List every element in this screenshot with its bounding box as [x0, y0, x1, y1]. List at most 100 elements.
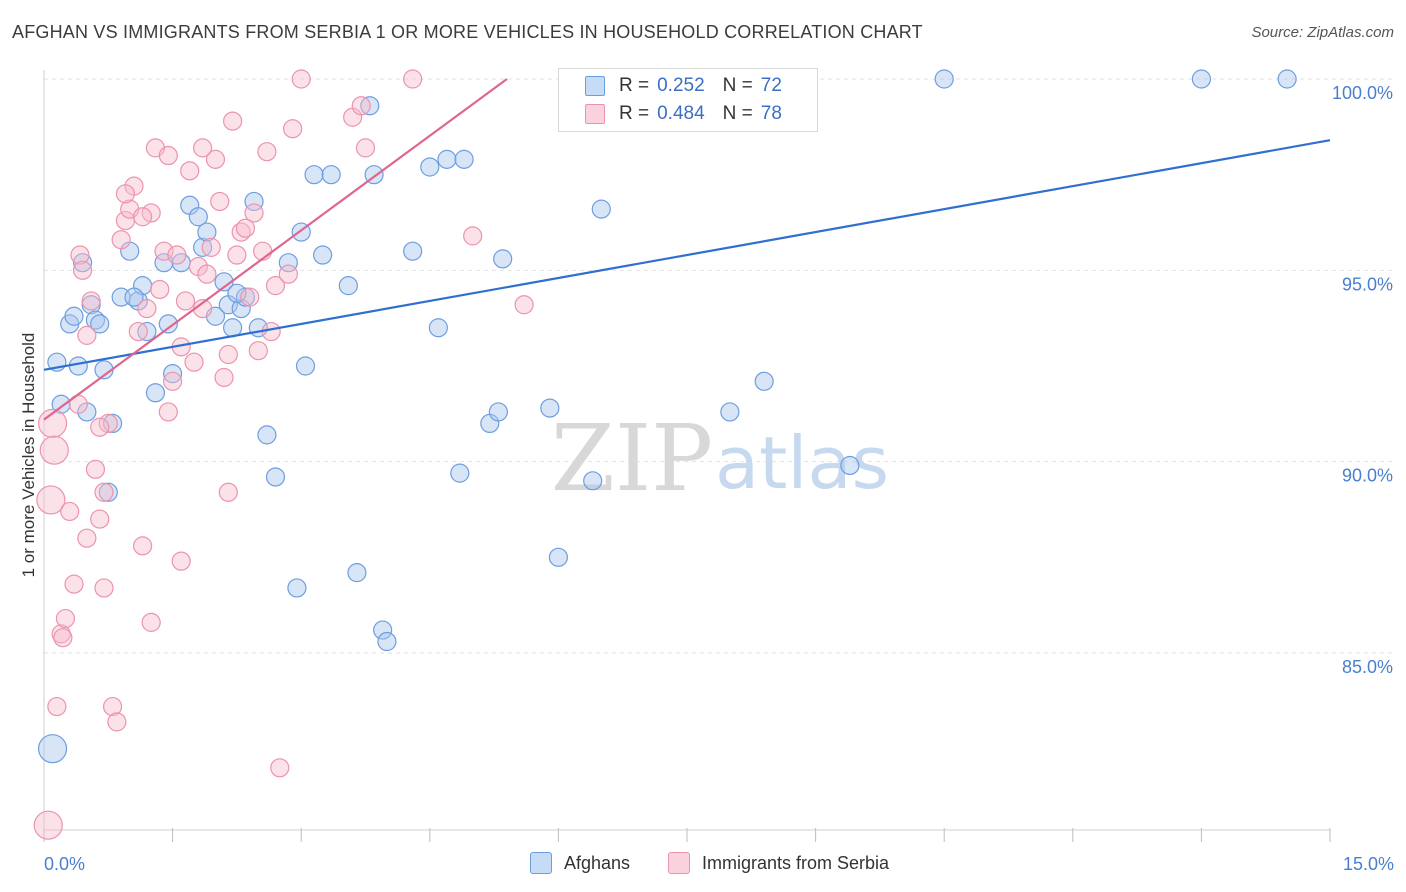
data-point: [304, 165, 324, 185]
data-point: [60, 501, 80, 522]
data-point: [175, 291, 196, 311]
y-tick-label: 90.0%: [1342, 466, 1393, 486]
data-point: [278, 253, 298, 273]
data-point: [437, 149, 457, 169]
data-point: [201, 237, 221, 257]
data-point: [840, 455, 860, 476]
data-point: [218, 482, 238, 502]
data-point: [53, 628, 73, 648]
data-point: [81, 291, 101, 311]
data-point: [338, 276, 358, 296]
data-point: [244, 191, 264, 212]
data-point: [1277, 69, 1297, 89]
data-point: [210, 191, 230, 212]
y-axis-label: 1 or more Vehicles in Household: [19, 333, 38, 578]
data-point: [51, 394, 71, 414]
data-point: [403, 69, 423, 89]
data-point: [128, 321, 148, 342]
chart-title: AFGHAN VS IMMIGRANTS FROM SERBIA 1 OR MO…: [12, 22, 923, 42]
legend-n-value: 78: [760, 103, 782, 124]
data-point: [37, 408, 68, 438]
data-point: [278, 264, 298, 284]
bottom-legend-swatch-pink: [668, 852, 690, 874]
data-point: [47, 696, 67, 717]
bottom-legend-label: Immigrants from Serbia: [702, 852, 890, 873]
data-point: [1191, 69, 1212, 89]
data-point: [132, 207, 153, 227]
watermark-atlas: atlas: [715, 421, 889, 505]
data-point: [420, 157, 440, 177]
x-tick-label: 15.0%: [1343, 854, 1394, 874]
data-point: [583, 471, 603, 491]
data-point: [428, 318, 448, 338]
data-point: [68, 356, 88, 376]
data-point: [70, 245, 90, 265]
data-point: [124, 287, 144, 307]
data-point: [548, 547, 569, 567]
data-point: [167, 245, 187, 265]
legend-r-value: 0.252: [657, 75, 705, 96]
legend-row-serbia: R = 0.484 N = 78: [585, 101, 782, 127]
data-point: [132, 536, 153, 556]
data-point: [141, 612, 161, 632]
data-point: [111, 230, 131, 250]
data-point: [403, 241, 423, 261]
data-point: [214, 367, 234, 388]
data-point: [180, 161, 200, 181]
stats-legend: R = 0.252 N = 72 R = 0.484 N = 78: [558, 68, 818, 132]
legend-r-value: 0.484: [657, 103, 705, 124]
data-point: [193, 138, 213, 158]
data-point: [227, 245, 247, 265]
tick-labels: 100.0% 95.0% 90.0% 85.0% 0.0% 15.0%: [44, 83, 1394, 874]
data-point: [934, 69, 954, 89]
data-point: [257, 142, 277, 162]
data-point: [205, 149, 226, 169]
data-point: [463, 226, 483, 246]
data-point: [377, 631, 397, 652]
data-point: [102, 696, 123, 717]
data-point: [373, 620, 393, 640]
data-point: [257, 425, 277, 445]
data-point: [261, 321, 281, 342]
data-point: [197, 222, 217, 242]
data-point: [107, 712, 127, 732]
data-point: [90, 314, 110, 334]
trendlines: [43, 78, 1331, 421]
series-afghans-points: [37, 69, 1297, 764]
data-point: [102, 413, 123, 433]
data-point: [270, 758, 290, 778]
data-point: [223, 111, 243, 131]
data-point: [150, 279, 170, 300]
bottom-legend-label: Afghans: [564, 852, 631, 873]
y-tick-label: 85.0%: [1342, 657, 1393, 677]
data-point: [540, 398, 560, 418]
watermark-zip: ZIP: [551, 405, 713, 512]
data-point: [77, 325, 97, 345]
data-point: [188, 207, 208, 227]
data-point: [115, 184, 136, 204]
legend-n-label: N =: [722, 75, 753, 96]
y-tick-label: 95.0%: [1342, 274, 1393, 294]
data-point: [94, 578, 114, 598]
data-point: [158, 402, 178, 422]
data-point: [351, 96, 371, 116]
data-point: [36, 485, 66, 515]
data-point: [137, 299, 157, 319]
data-point: [154, 241, 174, 261]
data-point: [197, 264, 217, 284]
data-point: [163, 371, 183, 391]
data-point: [77, 528, 97, 548]
data-point: [454, 149, 474, 169]
data-point: [90, 509, 110, 529]
data-point: [235, 218, 256, 238]
watermark: ZIP atlas: [551, 405, 889, 512]
data-point: [72, 253, 93, 273]
data-point: [163, 364, 183, 384]
data-point: [720, 402, 740, 422]
data-point: [158, 314, 178, 334]
data-point: [145, 383, 166, 403]
series-serbia-points: [33, 69, 534, 840]
data-point: [248, 341, 268, 361]
bottom-legend-serbia: Immigrants from Serbia: [668, 852, 889, 874]
